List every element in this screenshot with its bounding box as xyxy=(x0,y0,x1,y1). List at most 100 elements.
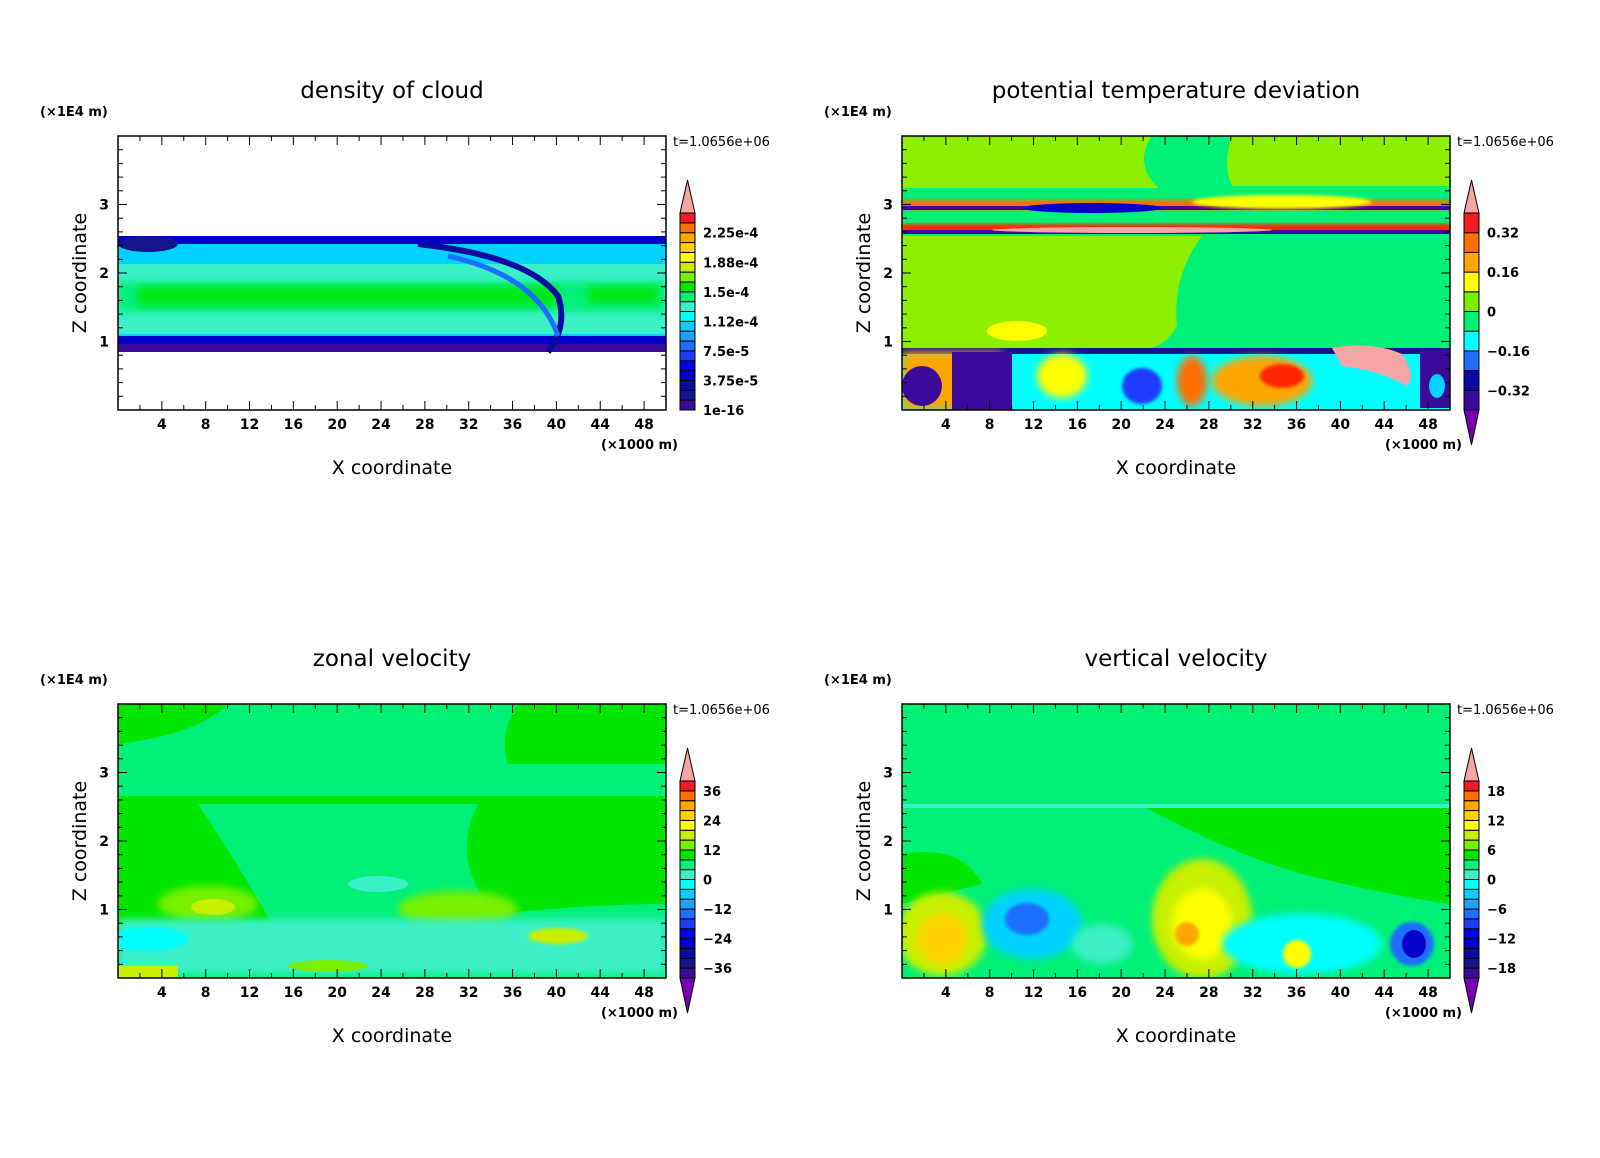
colorbar-swatch xyxy=(679,928,696,940)
x-tick-label: 20 xyxy=(1111,417,1131,433)
chart-title: density of cloud xyxy=(300,78,483,104)
contour-field xyxy=(117,135,667,411)
colorbar-swatch xyxy=(1463,819,1480,831)
panel-3: zonal velocity (×1E4 m) t=1.0656e+06 X coor… xyxy=(40,646,770,1047)
x-tick-label: 12 xyxy=(240,417,259,433)
colorbar-swatch xyxy=(679,340,696,352)
x-tick-label: 4 xyxy=(941,985,951,1001)
colorbar-swatch xyxy=(1463,350,1480,372)
warm-region xyxy=(1227,136,1450,186)
x-tick-label: 44 xyxy=(590,417,610,433)
wind-region xyxy=(118,796,666,804)
colorbar-swatch xyxy=(1463,330,1480,352)
colorbar-swatch xyxy=(679,261,696,273)
contour-field xyxy=(117,703,667,979)
x-unit-label: (×1000 m) xyxy=(601,438,678,453)
x-tick-label: 20 xyxy=(327,417,347,433)
downdraft xyxy=(1072,924,1132,964)
colorbar-swatch xyxy=(1463,800,1480,812)
panel-1: density of cloud (×1E4 m) t=1.0656e+06 X co… xyxy=(40,78,770,479)
boundary-blob xyxy=(902,366,942,406)
y-axis-label: Z coordinate xyxy=(853,781,875,901)
colorbar-label: −18 xyxy=(1487,962,1516,977)
colorbar-swatch xyxy=(679,212,696,224)
layer-cold xyxy=(902,206,1450,210)
x-tick-label: 32 xyxy=(459,985,478,1001)
x-tick-label: 28 xyxy=(415,985,434,1001)
time-label: t=1.0656e+06 xyxy=(673,703,770,718)
x-tick-label: 32 xyxy=(459,417,478,433)
colorbar-swatch xyxy=(1463,928,1480,940)
colorbar: 2.25e-4 1.88e-4 1.5e-4 1.12e-4 7.5e-5 3.75e-5… xyxy=(679,179,758,419)
colorbar-label: −36 xyxy=(703,962,732,977)
colorbar-swatch xyxy=(1463,888,1480,900)
colorbar-label: 1.88e-4 xyxy=(703,256,758,271)
updraft xyxy=(1283,940,1311,968)
colorbar-swatch xyxy=(1463,271,1480,293)
colorbar-swatch xyxy=(679,232,696,244)
colorbar-label: 7.5e-5 xyxy=(703,345,749,360)
y-tick-label: 2 xyxy=(99,834,109,850)
wind-blob xyxy=(118,927,188,951)
downdraft xyxy=(1005,903,1049,935)
time-label: t=1.0656e+06 xyxy=(1457,135,1554,150)
colorbar-swatch xyxy=(679,281,696,293)
x-tick-label: 12 xyxy=(1024,417,1043,433)
cloud-feature xyxy=(447,253,561,337)
colorbar-label: 0.16 xyxy=(1487,266,1519,281)
contour-field xyxy=(901,703,1451,979)
colorbar-label: −6 xyxy=(1487,903,1507,918)
x-tick-label: 24 xyxy=(371,985,391,1001)
colorbar-swatch xyxy=(679,271,696,283)
x-tick-label: 48 xyxy=(1418,985,1437,1001)
colorbar-swatch xyxy=(679,829,696,841)
wind-lower xyxy=(118,919,666,974)
y-tick-label: 1 xyxy=(99,903,109,919)
boundary-blob xyxy=(1177,356,1207,406)
x-tick-label: 16 xyxy=(284,417,303,433)
layer-warm xyxy=(902,200,1450,210)
wind-region xyxy=(466,804,666,914)
x-tick-label: 24 xyxy=(1155,985,1175,1001)
colorbar-swatch xyxy=(679,810,696,821)
wind-blob xyxy=(398,891,518,927)
updraft-region xyxy=(1147,808,1450,904)
x-axis-label: X coordinate xyxy=(332,457,452,479)
colorbar-swatch xyxy=(679,879,696,890)
colorbar-label: −12 xyxy=(1487,933,1516,948)
colorbar-swatch xyxy=(679,320,696,332)
x-tick-label: 36 xyxy=(1287,985,1306,1001)
colorbar: 0.32 0.16 0 −0.16 −0.32 xyxy=(1463,179,1530,446)
colorbar-swatch xyxy=(679,957,696,969)
y-tick-label: 1 xyxy=(99,335,109,351)
cloud-feature xyxy=(118,236,178,252)
colorbar-extend-max xyxy=(1463,179,1480,214)
colorbar-swatch xyxy=(1463,232,1480,253)
wind-region xyxy=(504,704,666,764)
colorbar-swatch xyxy=(1463,829,1480,841)
colorbar-swatch xyxy=(679,888,696,900)
x-tick-label: 44 xyxy=(590,985,610,1001)
colorbar-swatch xyxy=(679,918,696,930)
colorbar-swatch xyxy=(679,819,696,831)
colorbar-label: 0 xyxy=(1487,874,1496,889)
boundary-blob xyxy=(1122,368,1162,404)
cloud-feature xyxy=(417,241,565,354)
colorbar-swatch xyxy=(1463,947,1480,959)
colorbar-swatch xyxy=(1463,849,1480,861)
colorbar-swatch xyxy=(679,350,696,362)
colorbar-label: 18 xyxy=(1487,785,1505,800)
y-unit-label: (×1E4 m) xyxy=(40,673,108,688)
cloud-top-edge xyxy=(118,236,666,244)
colorbar-swatch xyxy=(1463,839,1480,851)
colorbar-extend-min xyxy=(1463,409,1480,446)
x-unit-label: (×1000 m) xyxy=(1385,1006,1462,1021)
colorbar-swatch xyxy=(1463,370,1480,391)
wind-blob xyxy=(528,928,588,944)
colorbar: 18 12 6 0 −6 −12 −18 xyxy=(1463,747,1516,1014)
colorbar-swatch xyxy=(679,800,696,812)
x-tick-label: 24 xyxy=(1155,417,1175,433)
y-axis-label: Z coordinate xyxy=(69,213,91,333)
y-tick-label: 2 xyxy=(883,834,893,850)
